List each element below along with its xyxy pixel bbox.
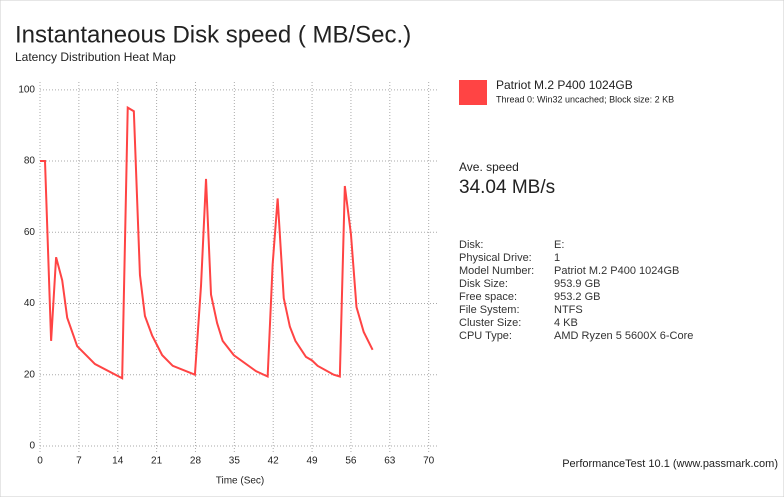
- info-value: 1: [554, 252, 560, 264]
- legend-swatch: [459, 80, 487, 105]
- avg-label: Ave. speed: [459, 160, 519, 174]
- footer: PerformanceTest 10.1 (www.passmark.com): [562, 458, 778, 470]
- info-value: NTFS: [554, 304, 583, 316]
- info-value: Patriot M.2 P400 1024GB: [554, 265, 679, 277]
- info-value: 4 KB: [554, 317, 578, 329]
- data-line: [40, 105, 374, 380]
- x-tick-label: 56: [345, 456, 357, 467]
- chart-subtitle: Latency Distribution Heat Map: [15, 50, 176, 64]
- x-tick-label: 14: [112, 456, 124, 467]
- info-value: AMD Ryzen 5 5600X 6-Core: [554, 330, 693, 342]
- x-tick-label: 0: [37, 456, 43, 467]
- x-tick-label: 21: [151, 456, 163, 467]
- legend-label: Patriot M.2 P400 1024GB: [496, 78, 633, 92]
- info-key: Disk Size:: [459, 278, 508, 290]
- info-value: 953.9 GB: [554, 278, 600, 290]
- info-key: File System:: [459, 304, 520, 316]
- legend-note: Thread 0: Win32 uncached; Block size: 2 …: [496, 94, 674, 104]
- info-key: Disk:: [459, 239, 483, 251]
- x-tick-label: 49: [307, 456, 319, 467]
- x-tick-label: 35: [229, 456, 241, 467]
- y-tick-label: 0: [29, 441, 35, 452]
- y-tick-label: 40: [24, 298, 36, 309]
- avg-value: 34.04 MB/s: [459, 177, 555, 198]
- x-tick-label: 42: [268, 456, 280, 467]
- y-tick-label: 80: [24, 156, 36, 167]
- info-value: E:: [554, 239, 564, 251]
- info-key: Free space:: [459, 291, 517, 303]
- y-tick-label: 60: [24, 227, 36, 238]
- info-key: Model Number:: [459, 265, 534, 277]
- x-tick-label: 7: [76, 456, 82, 467]
- x-tick-label: 28: [190, 456, 202, 467]
- info-key: Physical Drive:: [459, 252, 532, 264]
- info-key: Cluster Size:: [459, 317, 521, 329]
- x-tick-label: 70: [423, 456, 435, 467]
- y-tick-label: 20: [24, 369, 36, 380]
- x-tick-label: 63: [384, 456, 396, 467]
- x-axis-label: Time (Sec): [216, 476, 265, 487]
- chart-title: Instantaneous Disk speed ( MB/Sec.): [15, 21, 411, 48]
- info-value: 953.2 GB: [554, 291, 600, 303]
- info-key: CPU Type:: [459, 330, 512, 342]
- y-tick-label: 100: [18, 84, 35, 95]
